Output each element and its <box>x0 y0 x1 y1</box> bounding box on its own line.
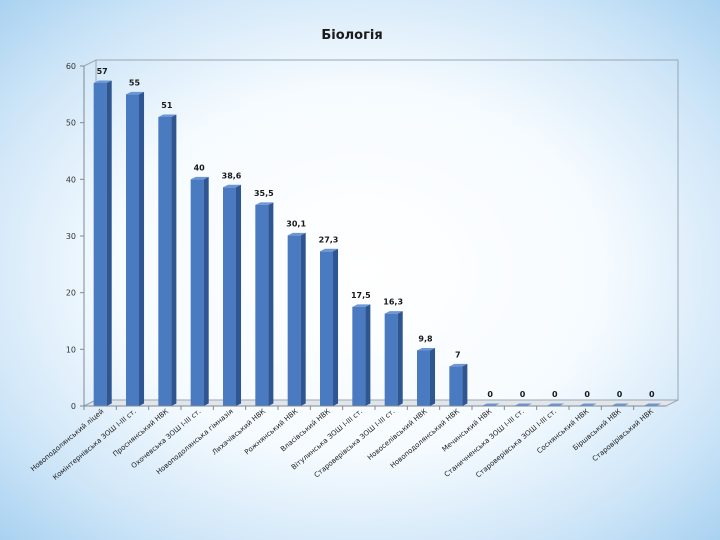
bar-front <box>352 306 366 406</box>
bar-top <box>126 91 145 95</box>
data-label: 55 <box>129 78 141 87</box>
bar <box>449 363 468 406</box>
bar-front <box>126 94 139 406</box>
bar-top <box>546 403 565 406</box>
bar <box>352 304 371 406</box>
data-label: 27,3 <box>319 235 339 244</box>
data-label: 7 <box>455 350 461 359</box>
bars <box>93 80 662 407</box>
bar-front <box>417 350 430 406</box>
y-tick-label: 20 <box>66 289 76 298</box>
x-tick-label: Лихачівський НВК <box>211 407 268 456</box>
bar-top <box>514 403 533 406</box>
x-tick-label: Новоселівський НВК <box>366 407 429 461</box>
data-label: 16,3 <box>383 298 403 307</box>
y-tick-label: 0 <box>71 402 76 411</box>
bar-top <box>320 248 339 252</box>
y-tick-label: 60 <box>66 62 76 71</box>
data-label: 38,6 <box>222 171 242 180</box>
data-label: 0 <box>617 390 623 399</box>
data-label: 0 <box>584 390 590 399</box>
bar-top <box>158 114 177 117</box>
y-axis: 0 10 20 30 40 50 60 <box>66 62 85 411</box>
bar <box>320 248 339 406</box>
bar-front <box>223 187 236 406</box>
bar <box>190 176 209 406</box>
bar-side <box>365 304 371 406</box>
data-label: 30,1 <box>286 219 306 228</box>
bar <box>93 80 112 406</box>
bar-side <box>462 363 468 406</box>
bar-side <box>430 347 436 406</box>
bar-side <box>300 232 306 406</box>
bar-top <box>417 347 436 351</box>
data-label: 0 <box>552 390 558 399</box>
bar-top <box>611 403 630 406</box>
bar <box>223 184 242 406</box>
y-tick-label: 30 <box>66 232 76 241</box>
y-tick-label: 50 <box>66 119 76 128</box>
bar <box>384 311 403 406</box>
x-tick-label: Старовірівський НВК <box>591 407 655 463</box>
chart-title: Біологія <box>321 28 382 43</box>
bar-top <box>190 176 209 180</box>
data-label: 0 <box>649 390 655 399</box>
bar <box>126 91 145 407</box>
data-label: 17,5 <box>351 291 371 300</box>
data-label: 0 <box>520 390 526 399</box>
bar-top <box>384 311 403 314</box>
data-label: 9,8 <box>418 334 433 343</box>
bar-side <box>106 80 112 406</box>
data-labels: 57 55 51 40 38,6 35,5 30,1 27,3 17,5 16,3 9,8 7 0 0 0 0… <box>97 67 655 399</box>
bar-front <box>158 117 172 406</box>
bar-top <box>93 80 112 83</box>
y-tick-label: 40 <box>66 175 76 184</box>
bar-top <box>481 403 500 406</box>
data-label: 57 <box>97 67 108 76</box>
data-label: 35,5 <box>254 189 274 198</box>
x-tick-label: Проснянський НВК <box>112 407 171 458</box>
data-label: 51 <box>161 101 173 110</box>
bar <box>255 202 274 406</box>
bar-front <box>320 251 333 406</box>
bar-top <box>578 403 597 406</box>
bar-side <box>139 91 145 407</box>
bar-front <box>287 235 301 406</box>
bar-top <box>223 184 242 188</box>
bar-front <box>93 83 107 406</box>
bar-side <box>268 202 274 406</box>
bar <box>417 347 436 406</box>
bar-front <box>190 179 204 406</box>
bar-top <box>643 403 662 406</box>
bar-front <box>255 204 269 406</box>
x-tick-label: Рожнянський НВК <box>243 407 299 456</box>
bar-side <box>397 311 403 406</box>
bar-top <box>352 304 371 307</box>
bar-top <box>255 202 274 205</box>
y-tick-label: 10 <box>66 345 76 354</box>
bar-side <box>203 176 209 406</box>
bar-top <box>287 232 306 236</box>
bar-side <box>236 184 242 406</box>
bar-front <box>384 313 398 406</box>
bar-top <box>449 363 468 367</box>
bar <box>287 232 306 406</box>
bar-side <box>171 114 177 406</box>
bar-side <box>333 248 339 406</box>
bar-front <box>449 366 463 406</box>
data-label: 0 <box>487 390 493 399</box>
bar <box>158 114 177 406</box>
data-label: 40 <box>194 163 206 172</box>
